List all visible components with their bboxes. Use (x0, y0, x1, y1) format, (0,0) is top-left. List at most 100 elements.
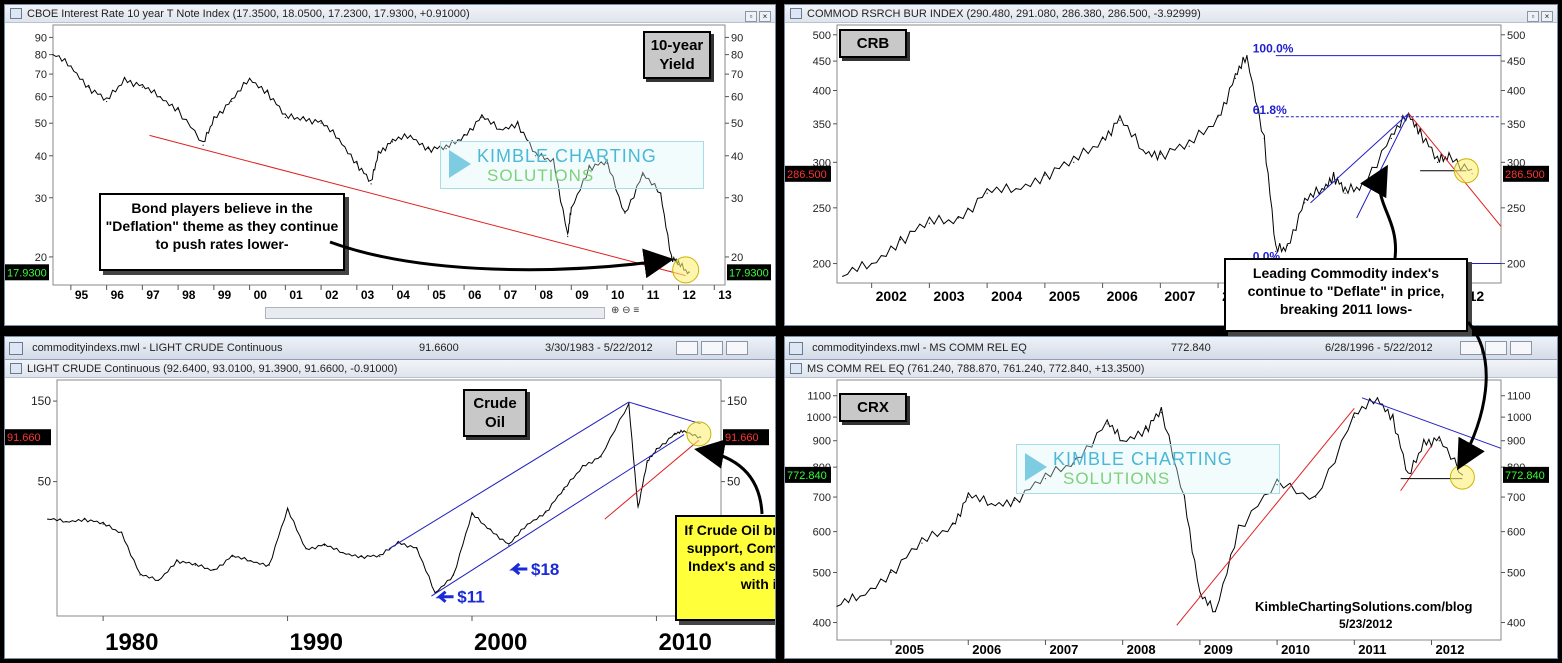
y-tick-label: 200 (813, 259, 831, 271)
series-point (1159, 153, 1161, 155)
x-tick-label: 01 (289, 288, 303, 302)
window-controls: ▫ × (1525, 7, 1553, 25)
plot-area (56, 379, 722, 617)
minimize-button[interactable] (1460, 341, 1482, 356)
highlight-circle (1449, 464, 1475, 490)
series-point (1106, 423, 1108, 425)
close-button[interactable] (726, 341, 748, 356)
window-controls: ▫ × (743, 7, 771, 25)
series-line (47, 401, 701, 594)
series-point (323, 544, 326, 546)
x-tick-label: 2006 (1107, 288, 1138, 304)
series-point (637, 507, 639, 509)
fib-label-fib_618: 61.8% (1253, 103, 1287, 117)
series-point (141, 86, 143, 88)
zoom-out-icon[interactable]: ⊖ (622, 305, 631, 316)
x-tick-label: 00 (254, 288, 268, 302)
minimize-button[interactable] (676, 341, 698, 356)
y-tick-label: 400 (813, 85, 831, 97)
maximize-button[interactable] (701, 341, 723, 356)
channel-lower-blue (431, 434, 685, 597)
window-toolbar: commodityindexs.mwl - MS COMM REL EQ 772… (785, 337, 1557, 360)
watermark-logo-2: KIMBLE CHARTING SOLUTIONS (1016, 444, 1280, 494)
x-tick-label: 03 (361, 288, 375, 302)
window-toolbar: commodityindexs.mwl - LIGHT CRUDE Contin… (5, 337, 775, 360)
y-tick-label: 500 (813, 30, 831, 42)
y-tick-label: 900 (813, 436, 831, 448)
footer-url: KimbleChartingSolutions.com/blog (1255, 599, 1473, 614)
chart-title: CBOE Interest Rate 10 year T Note Index … (27, 8, 470, 20)
panel-crx: commodityindexs.mwl - MS COMM REL EQ 772… (784, 336, 1558, 659)
y-tick-label: 150 (31, 394, 51, 408)
last-value-box (5, 264, 49, 281)
last-value-box (785, 466, 831, 483)
x-tick-label: 2002 (876, 288, 907, 304)
close-icon[interactable]: × (1541, 11, 1553, 22)
y-tick-label: 80 (35, 50, 47, 62)
price-label-11: $11 (457, 588, 484, 607)
close-button[interactable] (1510, 341, 1532, 356)
y-tick-label-right: 200 (1507, 259, 1525, 271)
y-tick-label-right: 500 (1507, 567, 1525, 579)
menu-icon[interactable]: ≡ (633, 305, 640, 316)
series-point (986, 192, 988, 194)
panel-title-bar: MS COMM REL EQ (761.240, 788.870, 761.24… (785, 360, 1557, 378)
y-tick-label-right: 90 (731, 32, 743, 44)
y-tick-label: 90 (35, 32, 47, 44)
x-tick-label: 97 (146, 288, 160, 302)
y-tick-label-right: 50 (731, 118, 743, 130)
y-tick-label-right: 400 (1507, 618, 1525, 630)
series-point (921, 542, 923, 544)
zoom-in-icon[interactable]: ⊕ (611, 305, 620, 316)
x-tick-label: 2003 (933, 288, 964, 304)
series-point (534, 155, 537, 157)
horizontal-scrollbar[interactable] (265, 307, 605, 319)
y-tick-label-right: 1000 (1507, 412, 1531, 424)
x-tick-label: 09 (575, 288, 589, 302)
y-tick-label-right: 60 (731, 92, 743, 104)
window-title: commodityindexs.mwl - LIGHT CRUDE Contin… (32, 342, 283, 354)
series-point (890, 571, 892, 574)
last-value-label: 286.500 (787, 169, 827, 181)
note-bond-players: Bond players believe in the "Deflation" … (99, 193, 345, 271)
footer-date: 5/23/2012 (1339, 617, 1393, 631)
x-tick-label: 2005 (1049, 288, 1080, 304)
maximize-button[interactable] (1485, 341, 1507, 356)
x-tick-label: 95 (75, 288, 89, 302)
y-tick-label: 450 (813, 56, 831, 68)
support-red-long (1176, 407, 1355, 626)
last-value-label-right: 91.660 (725, 432, 759, 444)
x-tick-label: 96 (111, 288, 125, 302)
close-icon[interactable]: × (759, 11, 771, 22)
last-value-box-right (1503, 466, 1549, 483)
last-value-box-right (723, 429, 769, 446)
tag-crude-oil: Crude Oil (463, 389, 527, 437)
arrow-left-18 (509, 562, 528, 576)
tag-crb: CRB (839, 29, 907, 58)
y-tick-label: 40 (35, 151, 47, 163)
series-line (836, 396, 1463, 613)
window-icon (9, 341, 23, 355)
x-tick-label: 04 (397, 288, 411, 302)
series-point (194, 564, 196, 566)
series-point (1160, 412, 1162, 414)
y-tick-label: 500 (813, 567, 831, 579)
x-tick-label: 2007 (1164, 288, 1195, 304)
series-point (1390, 137, 1392, 140)
watermark-line1: KIMBLE CHARTING (1053, 449, 1233, 469)
restore-icon[interactable]: ▫ (745, 11, 757, 22)
x-tick-label: 12 (683, 288, 697, 302)
x-tick-label: 11 (647, 288, 660, 302)
y-tick-label-right: 700 (1507, 492, 1525, 504)
y-tick-label: 50 (35, 118, 47, 130)
resistance-blue (628, 401, 701, 425)
series-point (284, 116, 286, 119)
restore-icon[interactable]: ▫ (1527, 11, 1539, 22)
series-point (1234, 77, 1236, 79)
series-point (1145, 428, 1147, 430)
series-point (445, 148, 447, 150)
series-point (967, 496, 969, 498)
series-point (1344, 192, 1346, 194)
series-point (370, 183, 372, 185)
watermark-icon (1025, 453, 1047, 481)
